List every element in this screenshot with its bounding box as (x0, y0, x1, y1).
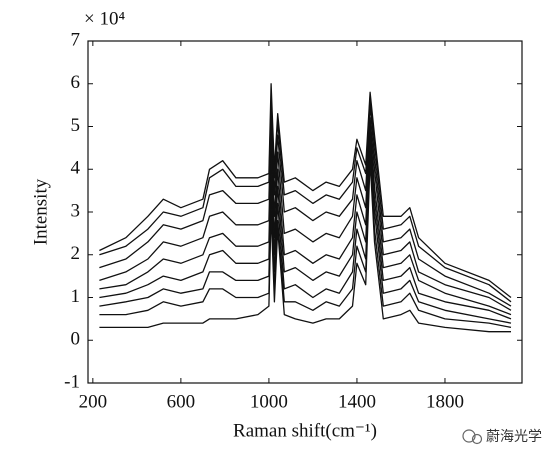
spectrum-line (99, 134, 512, 320)
y-tick-label: 0 (71, 329, 81, 350)
y-tick-label: 6 (71, 72, 81, 93)
y-axis-label: Intensity (30, 178, 51, 245)
y-tick-label: 1 (71, 286, 81, 307)
exponent-label: × 10⁴ (84, 8, 125, 29)
spectrum-line (99, 160, 511, 333)
plot-frame (87, 40, 523, 384)
spectrum-line (99, 83, 512, 299)
x-tick-label: 1800 (426, 391, 464, 412)
x-tick-label: 600 (167, 391, 196, 412)
spectrum-line (99, 117, 512, 311)
spectrum-line (99, 142, 512, 324)
watermark: 蔚海光学 (486, 429, 542, 445)
spectrum-line (99, 95, 512, 303)
spectrum-line (99, 104, 512, 307)
y-tick-label: 7 (71, 29, 81, 50)
watermark-icon (462, 429, 483, 445)
y-tick-label: 5 (71, 115, 81, 136)
x-tick-label: 200 (79, 391, 108, 412)
spectrum-line (99, 151, 512, 329)
x-axis-label: Raman shift(cm⁻¹) (233, 420, 377, 441)
y-tick-label: 3 (71, 200, 81, 221)
y-tick-label: -1 (64, 371, 80, 392)
spectrum-line (99, 125, 512, 316)
y-tick-label: 4 (71, 158, 81, 179)
y-tick-label: 2 (71, 243, 81, 264)
x-tick-label: 1400 (338, 391, 376, 412)
x-tick-label: 1000 (250, 391, 288, 412)
